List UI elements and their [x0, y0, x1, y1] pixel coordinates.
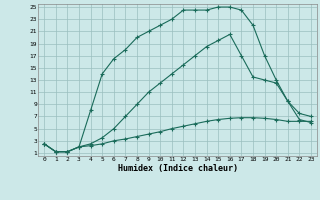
X-axis label: Humidex (Indice chaleur): Humidex (Indice chaleur) — [118, 164, 238, 173]
